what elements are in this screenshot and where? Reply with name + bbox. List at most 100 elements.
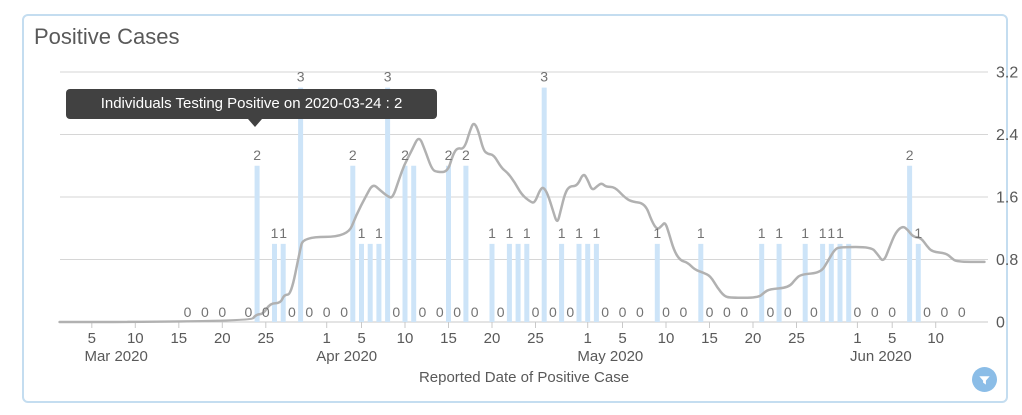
bar-value-label: 3	[540, 69, 548, 85]
case-bar[interactable]	[837, 243, 843, 322]
bar-value-label: 0	[854, 304, 862, 320]
case-bar[interactable]	[272, 243, 277, 322]
filter-button[interactable]	[972, 367, 997, 392]
case-bar[interactable]	[698, 243, 704, 322]
case-bar[interactable]	[846, 243, 852, 322]
x-axis-tick-label: 1	[853, 330, 861, 347]
y-axis-tick-label: 2.4	[996, 127, 1018, 144]
bar-value-label: 0	[288, 304, 296, 320]
x-axis-tick-label: 5	[357, 330, 365, 347]
chart-title: Positive Cases	[34, 24, 180, 49]
case-bar[interactable]	[576, 243, 582, 322]
bar-value-label: 0	[201, 304, 209, 320]
bar-value-label: 0	[888, 304, 896, 320]
bar-value-label: 0	[740, 304, 748, 320]
bar-value-label: 1	[758, 225, 766, 241]
bar-value-label: 1	[827, 225, 835, 241]
case-bar[interactable]	[411, 165, 417, 322]
y-axis-tick-label: 0.8	[996, 252, 1018, 269]
x-axis-tick-label: 20	[484, 330, 501, 347]
x-axis-tick-label: 1	[584, 330, 592, 347]
bar-value-label: 0	[453, 304, 461, 320]
case-bar[interactable]	[907, 165, 913, 322]
bar-value-label: 0	[662, 304, 670, 320]
bar-value-label: 0	[532, 304, 540, 320]
bar-value-label: 0	[923, 304, 931, 320]
bar-value-label: 2	[462, 147, 470, 163]
bar-value-label: 1	[488, 225, 496, 241]
bar-value-label: 0	[392, 304, 400, 320]
bar-value-label: 1	[801, 225, 809, 241]
case-bar[interactable]	[254, 165, 260, 322]
x-axis-tick-label: 20	[214, 330, 231, 347]
x-axis-tick-label: 10	[927, 330, 944, 347]
x-axis-tick-label: 10	[127, 330, 144, 347]
bar-value-label: 1	[279, 225, 287, 241]
bar-value-label: 1	[819, 225, 827, 241]
bar-value-label: 0	[784, 304, 792, 320]
x-axis-tick-label: 15	[701, 330, 718, 347]
bar-value-label: 1	[697, 225, 705, 241]
bar-value-label: 2	[401, 147, 409, 163]
case-bar[interactable]	[559, 243, 565, 322]
case-bar[interactable]	[446, 165, 451, 322]
case-bar[interactable]	[654, 243, 660, 322]
x-axis-title: Reported Date of Positive Case	[418, 369, 630, 386]
case-bar[interactable]	[298, 87, 304, 322]
case-bar[interactable]	[385, 87, 391, 322]
case-bar[interactable]	[759, 243, 765, 322]
bar-value-label: 0	[601, 304, 609, 320]
case-bar[interactable]	[585, 243, 591, 322]
x-axis-tick-label: 5	[618, 330, 626, 347]
case-bar[interactable]	[820, 243, 826, 322]
bar-value-label: 1	[914, 225, 922, 241]
bar-value-label: 0	[497, 304, 505, 320]
case-bar[interactable]	[463, 165, 469, 322]
case-bar[interactable]	[376, 243, 382, 322]
case-bar[interactable]	[489, 243, 495, 322]
rolling-average-line	[58, 122, 986, 324]
bar-value-label: 3	[384, 69, 392, 85]
x-axis-tick-label: 25	[257, 330, 274, 347]
bar-value-label: 2	[906, 147, 914, 163]
bar-value-label: 0	[680, 304, 688, 320]
bar-value-label: 1	[358, 225, 366, 241]
x-axis-tick-label: 25	[788, 330, 805, 347]
case-bar[interactable]	[541, 87, 547, 322]
case-bar[interactable]	[506, 243, 512, 322]
case-bar[interactable]	[367, 243, 373, 322]
x-axis-tick-label: 1	[323, 330, 331, 347]
tooltip-text: Individuals Testing Positive on 2020-03-…	[100, 95, 403, 112]
case-bar[interactable]	[524, 243, 530, 322]
bar-value-label: 0	[549, 304, 557, 320]
case-bar[interactable]	[515, 243, 521, 322]
bar-value-label: 0	[419, 304, 427, 320]
bar-value-label: 0	[619, 304, 627, 320]
bar-value-label: 0	[184, 304, 192, 320]
case-bar[interactable]	[828, 243, 834, 322]
x-axis-tick-label: 10	[658, 330, 675, 347]
bar-value-label: 2	[349, 147, 357, 163]
bar-value-label: 1	[558, 225, 566, 241]
case-bar[interactable]	[593, 243, 599, 322]
bar-value-label: 1	[271, 225, 279, 241]
bar-value-label: 0	[706, 304, 714, 320]
case-bar[interactable]	[359, 243, 364, 322]
bar-value-label: 1	[836, 225, 844, 241]
case-bar[interactable]	[802, 243, 808, 322]
x-axis-month-label: May 2020	[577, 348, 643, 365]
tooltip-caret	[248, 119, 262, 127]
case-bar[interactable]	[350, 165, 356, 322]
x-axis-tick-label: 15	[170, 330, 187, 347]
case-bar[interactable]	[402, 165, 408, 322]
bar-value-label: 0	[767, 304, 775, 320]
bar-value-label: 0	[941, 304, 949, 320]
case-bar[interactable]	[280, 243, 286, 322]
x-axis-tick-label: 15	[440, 330, 457, 347]
bar-value-label: 1	[506, 225, 514, 241]
case-bar[interactable]	[915, 243, 921, 322]
case-bar[interactable]	[776, 243, 782, 322]
bar-value-label: 1	[775, 225, 783, 241]
